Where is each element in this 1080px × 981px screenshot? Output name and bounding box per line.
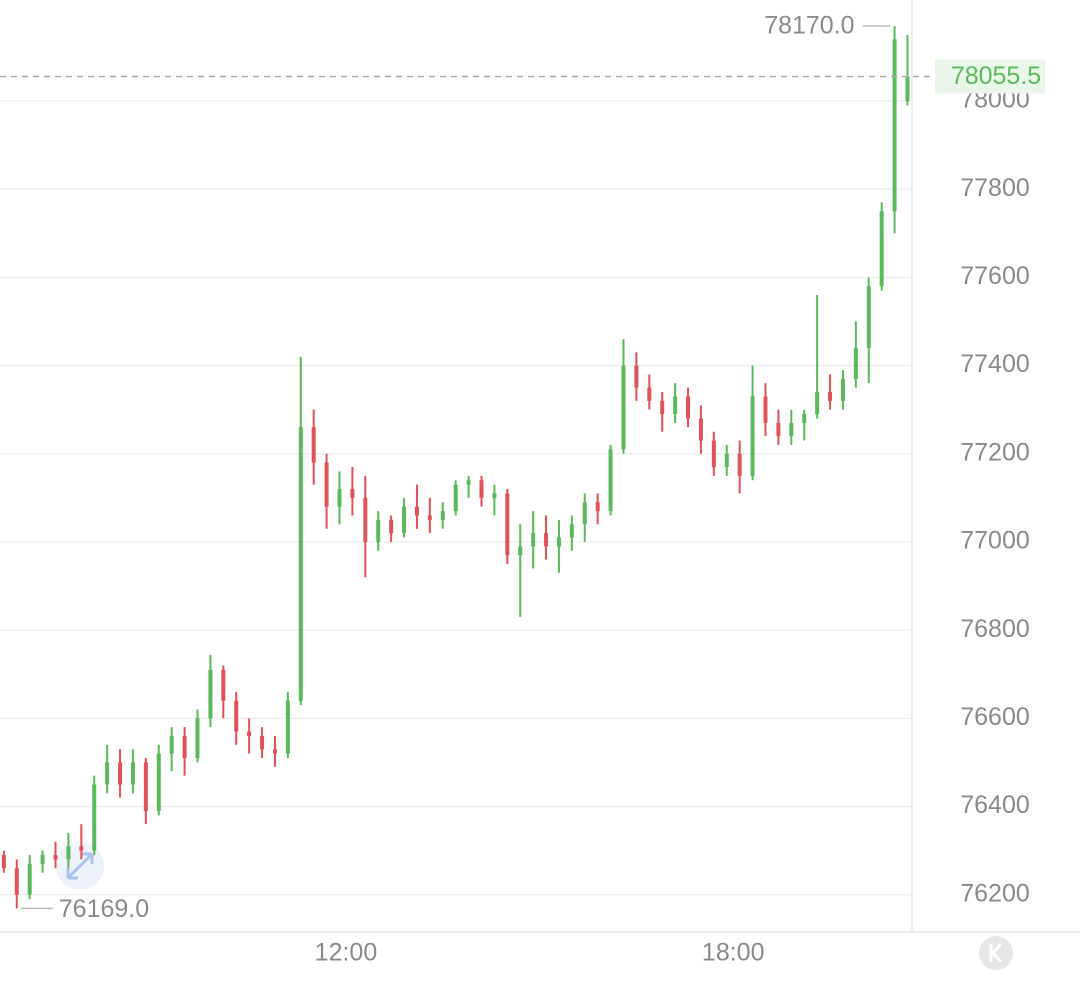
candle-body [492,493,497,498]
candle-body [518,546,523,556]
candle-body [776,422,781,437]
candle-body [285,700,290,754]
candle-body [737,453,742,476]
y-tick-label: 77200 [960,438,1030,466]
candle-body [453,484,458,512]
candle-body [376,519,381,542]
candle-body [156,753,161,811]
candle-body [905,76,910,101]
candle-body [479,480,484,498]
y-tick-label: 77800 [960,174,1030,202]
candle-body [724,453,729,467]
candle-body [621,365,626,450]
y-tick-label: 77600 [960,262,1030,290]
candle-body [440,511,445,520]
candle-body [427,515,432,520]
candle-body [660,400,665,415]
candle-body [298,427,303,701]
candle-body [53,855,58,860]
candle-body [27,863,32,895]
k-button[interactable] [979,936,1013,970]
candle-body [866,286,871,348]
candle-body [853,347,858,379]
candle-body [14,868,19,895]
y-tick-label: 76400 [960,791,1030,819]
candle-body [505,493,510,556]
y-tick-label: 76200 [960,879,1030,907]
candle-body [569,524,574,538]
candle-body [169,735,174,754]
candle-body [247,731,252,736]
candle-body [815,392,820,415]
candle-body [582,502,587,525]
candle-body [789,422,794,437]
y-tick-label: 77400 [960,350,1030,378]
candle-body [544,533,549,547]
high-marker-label: 78170.0 [764,12,854,40]
candle-body [92,784,97,851]
candle-body [118,762,123,785]
candle-body [840,378,845,401]
candle-body [414,506,419,516]
candle-body [260,735,265,750]
candle-body [647,387,652,401]
candle-body [182,735,187,759]
last-price-tag [935,59,1045,94]
low-marker-label: 76169.0 [59,895,149,923]
candle-body [673,396,678,415]
candle-body [350,489,355,498]
candle-body [698,418,703,441]
candle-body [608,449,613,512]
y-tick-label: 77000 [960,527,1030,555]
candle-body [234,700,239,732]
candle-body [531,533,536,547]
candle-body [66,846,71,860]
candle-body [337,489,342,507]
candle-body [40,855,45,864]
y-tick-label: 76800 [960,615,1030,643]
candle-body [595,502,600,512]
candle-body [363,497,368,542]
candle-body [79,846,84,851]
candle-body [324,462,329,507]
candle-body [634,365,639,388]
candle-body [208,669,213,719]
candle-body [879,211,884,287]
candle-body [802,414,807,423]
y-tick-label: 76600 [960,703,1030,731]
candle-body [892,39,897,212]
candle-body [389,519,394,534]
candle-body [466,480,471,485]
candle-body [402,506,407,534]
candle-body [828,392,833,401]
candle-body [195,718,200,759]
x-tick-label: 18:00 [702,939,765,967]
candle-body [105,762,110,785]
candle-body [711,440,716,467]
candle-body [763,396,768,423]
candle-body [221,669,226,701]
candle-body [750,396,755,476]
candle-body [143,762,148,811]
last-price-label: 78055.5 [951,62,1041,90]
candle-body [556,537,561,547]
candle-body [130,762,135,785]
candle-body [686,396,691,419]
candle-body [311,427,316,463]
x-tick-label: 12:00 [315,939,378,967]
candle-body [1,855,6,869]
candle-body [272,749,277,754]
